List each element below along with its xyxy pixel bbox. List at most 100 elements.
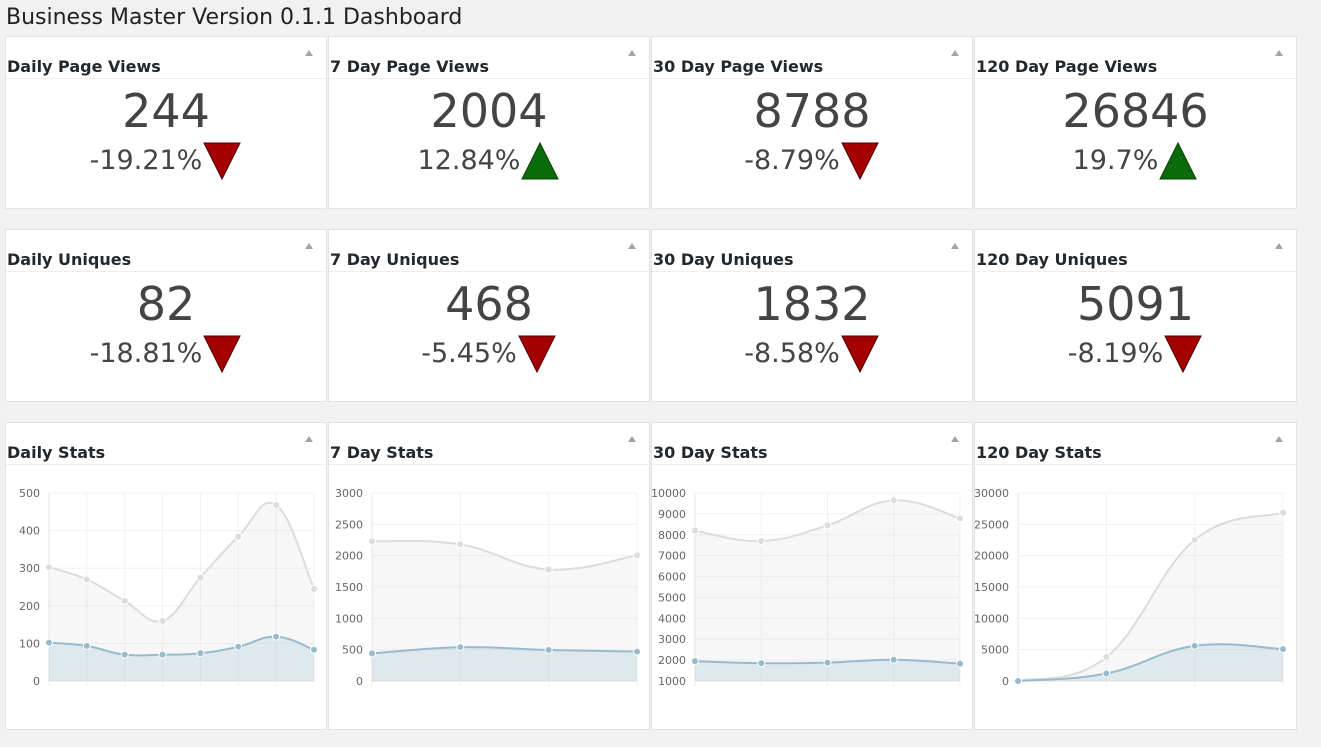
page-views-series-point [272, 501, 281, 510]
change-line: -19.21% [6, 141, 326, 185]
arrow-shape [517, 335, 556, 374]
collapse-toggle-icon[interactable] [305, 50, 313, 56]
change-percent: -19.21% [89, 145, 203, 176]
collapse-toggle-icon[interactable] [951, 50, 959, 56]
change-line: -8.58% [652, 334, 972, 378]
widget-title: 7 Day Uniques [330, 250, 460, 269]
change-percent: -8.19% [1067, 338, 1164, 369]
collapse-toggle-icon[interactable] [951, 436, 959, 442]
y-tick-label: 5000 [658, 591, 686, 604]
widget-30-day-uniques: 30 Day Uniques 1832 -8.58% [651, 229, 973, 402]
uniques-series-point [823, 658, 832, 667]
uniques-series-point [1014, 677, 1022, 685]
metric-value: 1832 [753, 277, 871, 331]
uniques-series-point [544, 645, 553, 654]
uniques-series-point [120, 650, 129, 659]
page-views-series-point [956, 514, 964, 523]
change-line: 19.7% [975, 141, 1296, 185]
y-tick-label: 100 [19, 637, 40, 650]
page-views-series-area [1018, 512, 1283, 681]
y-tick-label: 2500 [335, 518, 363, 531]
page-views-series-point [368, 537, 376, 546]
widget-title: Daily Stats [7, 443, 106, 462]
uniques-series-point [82, 642, 91, 651]
trend-up-icon [1159, 141, 1198, 180]
y-tick-label: 300 [19, 562, 40, 575]
metric-value: 244 [122, 84, 210, 138]
uniques-series-point [1102, 669, 1111, 678]
page-views-series-point [234, 532, 243, 541]
uniques-series-area [372, 647, 637, 681]
uniques-series-point [368, 649, 376, 658]
page-views-series-point [196, 573, 205, 582]
collapse-toggle-icon[interactable] [305, 243, 313, 249]
trend-up-icon [521, 141, 560, 180]
widget-header: Daily Stats [6, 423, 326, 465]
metric-value: 8788 [753, 84, 871, 138]
widget-title: 30 Day Uniques [653, 250, 794, 269]
widget-header: 30 Day Stats [652, 423, 972, 465]
metric-value: 2004 [430, 84, 548, 138]
trend-down-icon [203, 142, 242, 181]
change-line: -5.45% [329, 334, 649, 378]
y-tick-label: 10000 [652, 487, 686, 500]
trend-down-icon [517, 335, 556, 374]
widget-daily-page-views: Daily Page Views 244 -19.21% [5, 36, 327, 209]
metric-value: 82 [136, 277, 196, 331]
y-tick-label: 2000 [658, 654, 686, 667]
y-tick-label: 1500 [335, 581, 363, 594]
widget-120-day-uniques: 120 Day Uniques 5091 -8.19% [974, 229, 1297, 402]
widget-7-day-stats: 7 Day Stats 3000 2500 2000 1500 1000 500 0 [328, 422, 650, 730]
page-views-series-point [1102, 653, 1111, 662]
page-views-series-line [1017, 511, 1284, 682]
y-tick-label: 0 [356, 675, 363, 688]
y-tick-label: 10000 [975, 612, 1009, 625]
change-percent: -8.79% [744, 145, 840, 176]
y-tick-label: 9000 [658, 508, 686, 521]
uniques-series-point [691, 657, 699, 666]
widget-header: 120 Day Uniques [975, 230, 1296, 272]
y-tick-label: 25000 [975, 518, 1009, 531]
uniques-series-point [757, 659, 766, 668]
widget-title: 120 Day Uniques [976, 250, 1128, 269]
collapse-toggle-icon[interactable] [1275, 243, 1283, 249]
widget-header: 7 Day Uniques [329, 230, 649, 272]
widget-30-day-page-views: 30 Day Page Views 8788 -8.79% [651, 36, 973, 209]
change-line: -18.81% [6, 334, 326, 378]
page-views-series-point [456, 540, 465, 549]
arrow-shape [840, 142, 879, 181]
collapse-toggle-icon[interactable] [628, 436, 636, 442]
metric-value: 5091 [1076, 277, 1195, 331]
change-percent: 12.84% [417, 145, 521, 176]
widget-header: 120 Day Stats [975, 423, 1296, 465]
change-percent: 19.7% [1072, 145, 1159, 176]
collapse-toggle-icon[interactable] [951, 243, 959, 249]
collapse-toggle-icon[interactable] [305, 436, 313, 442]
page-views-series-point [757, 537, 766, 546]
page-views-row: Daily Page Views 244 -19.21% 7 Day Page … [5, 36, 1298, 209]
widget-120-day-page-views: 120 Day Page Views 26846 19.7% [974, 36, 1297, 209]
collapse-toggle-icon[interactable] [628, 243, 636, 249]
uniques-series-line [371, 646, 638, 655]
page-views-series-area [49, 502, 314, 681]
collapse-toggle-icon[interactable] [1275, 50, 1283, 56]
y-tick-label: 200 [19, 600, 40, 613]
y-tick-label: 8000 [658, 529, 686, 542]
y-tick-label: 0 [1002, 675, 1009, 688]
widget-title: 120 Day Stats [976, 443, 1102, 462]
page-views-series-point [1279, 508, 1287, 517]
arrow-shape [1159, 141, 1198, 180]
widget-title: 7 Day Stats [330, 443, 434, 462]
collapse-toggle-icon[interactable] [1275, 436, 1283, 442]
widget-title: 30 Day Page Views [653, 57, 824, 76]
y-tick-label: 400 [19, 525, 40, 538]
page-title: Business Master Version 0.1.1 Dashboard [6, 5, 463, 30]
widget-title: 120 Day Page Views [976, 57, 1158, 76]
page-views-series-point [1190, 536, 1199, 544]
y-tick-label: 20000 [975, 550, 1009, 563]
uniques-series-point [45, 638, 53, 647]
collapse-toggle-icon[interactable] [628, 50, 636, 56]
uniques-series-point [158, 650, 167, 659]
page-views-series-point [691, 526, 699, 535]
widget-header: Daily Page Views [6, 37, 326, 79]
